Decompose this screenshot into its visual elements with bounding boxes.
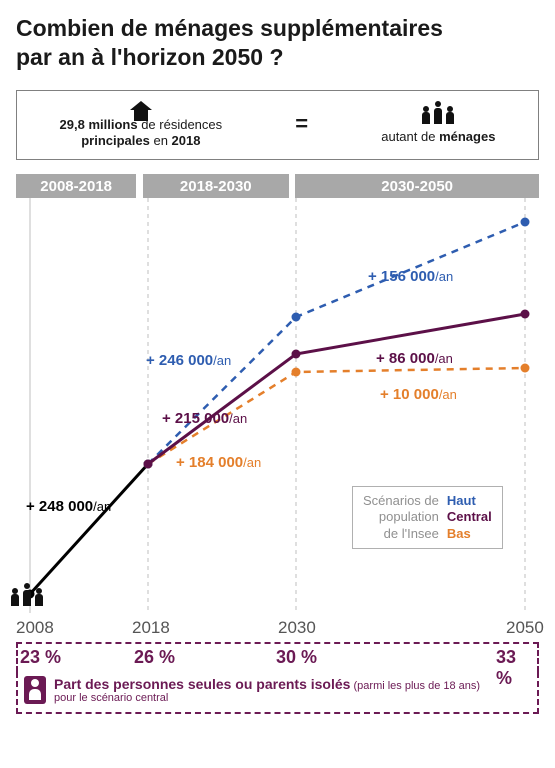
chart-svg [16,198,539,640]
title-line1: Combien de ménages supplémentaires [16,15,443,41]
people-icon-chart [11,578,51,606]
equals-sign: = [295,111,308,137]
period-header: 2018-2030 [143,174,289,198]
percent-row: 23 %26 %30 %33 % [16,642,539,672]
info-left: 29,8 millions de résidences principales … [60,99,223,150]
segment-label: + 10 000/an [380,386,457,403]
chart-area: + 248 000/an + 246 000/an + 156 000/an + 21… [16,198,539,640]
footer-line1: Part des personnes seules ou parents iso… [54,676,480,692]
info-right: autant de ménages [381,102,495,145]
segment-label: + 248 000/an [26,498,111,515]
footer-bottom: Part des personnes seules ou parents iso… [16,672,539,714]
info-box: 29,8 millions de résidences principales … [16,90,539,161]
x-axis-label: 2030 [278,618,316,638]
percent-value: 33 % [496,647,537,689]
x-axis-label: 2008 [16,618,54,638]
person-icon [24,676,46,704]
info-right-text: autant de ménages [381,129,495,145]
percent-value: 23 % [20,647,61,668]
segment-label: + 215 000/an [162,410,247,427]
percent-value: 26 % [134,647,175,668]
info-left-text: 29,8 millions de résidences principales … [60,117,223,150]
page-title: Combien de ménages supplémentaires par a… [0,0,555,72]
people-icon [422,102,454,124]
percent-value: 30 % [276,647,317,668]
period-header: 2030-2050 [295,174,539,198]
period-headers: 2008-2018 2018-20302030-2050 [16,174,539,198]
title-line2: par an à l'horizon 2050 ? [16,44,284,70]
segment-label: + 246 000/an [146,352,231,369]
segment-label: + 184 000/an [176,454,261,471]
footer-text: Part des personnes seules ou parents iso… [54,676,480,704]
period-header: 2008-2018 [16,174,136,198]
segment-label: + 86 000/an [376,350,453,367]
footer: 23 % 26 % 30 % 33 % Part des personnes seul… [16,642,539,714]
x-axis-label: 2018 [132,618,170,638]
segment-label: + 156 000/an [368,268,453,285]
x-axis-label: 2050 [506,618,544,638]
house-icon [130,101,152,110]
footer-line2: pour le scénario central [54,692,480,704]
legend: Scénarios depopulationde l'InseeHautCent… [352,486,503,549]
